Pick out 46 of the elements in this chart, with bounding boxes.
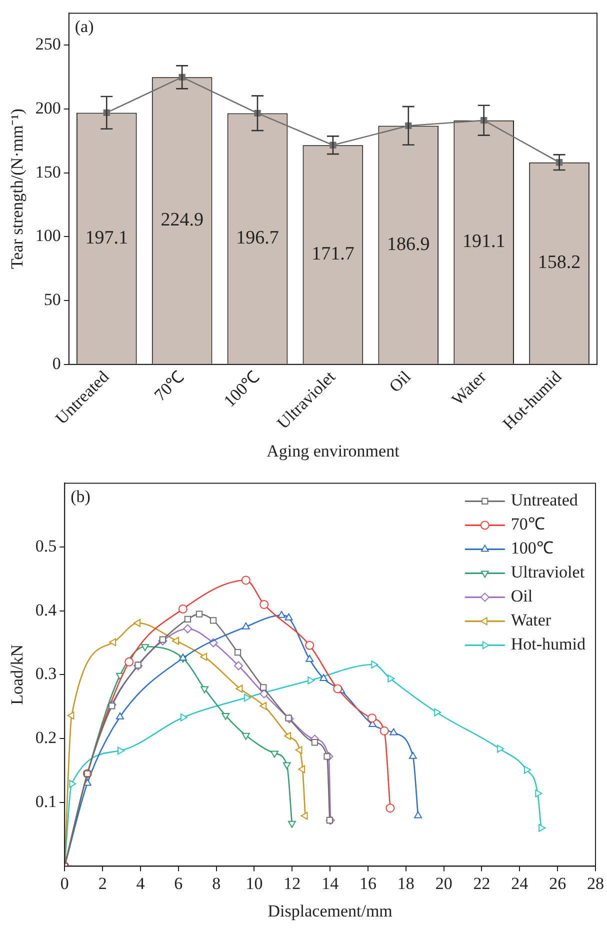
- y-tick-label: 0.1: [35, 792, 57, 811]
- data-label: 224.9: [160, 210, 204, 231]
- y-tick-label: 0: [52, 354, 61, 373]
- legend-label: Ultraviolet: [510, 562, 585, 582]
- x-axis-title: Aging environment: [266, 441, 400, 460]
- x-tick-label: 28: [587, 874, 604, 893]
- y-tick-label: 100: [35, 226, 61, 246]
- y-tick-label: 0.2: [35, 728, 57, 747]
- y-tick-label: 150: [35, 162, 61, 182]
- legend-label: Untreated: [510, 490, 578, 510]
- y-tick-label: 0.5: [35, 536, 57, 556]
- legend-label: 100℃: [510, 538, 554, 558]
- x-tick-label: Oil: [386, 367, 415, 396]
- legend-label: Oil: [510, 586, 533, 606]
- x-tick-label: 26: [549, 874, 566, 893]
- x-tick-label: 22: [473, 874, 490, 893]
- annotation: (b): [70, 487, 90, 506]
- x-tick-label: 10: [246, 874, 263, 893]
- y-tick-label: 0.3: [35, 664, 57, 684]
- x-tick-label: 2: [98, 874, 107, 893]
- x-tick-label: 4: [136, 874, 146, 893]
- y-axis-title: Load/kN: [8, 644, 27, 705]
- data-label: 186.9: [387, 234, 430, 255]
- legend-label: 70℃: [510, 514, 545, 534]
- x-tick-label: 20: [435, 874, 452, 893]
- data-label: 191.1: [462, 231, 506, 252]
- x-tick-label: 18: [397, 874, 414, 893]
- data-label: 196.7: [236, 228, 279, 249]
- y-tick-label: 0.4: [35, 600, 58, 620]
- y-tick-label: 50: [44, 290, 61, 310]
- x-tick-label: 8: [212, 874, 221, 893]
- y-axis-title: Tear strength/(N·mm⁻¹): [8, 108, 27, 270]
- y-tick-label: 200: [35, 98, 61, 118]
- data-label: 197.1: [85, 227, 128, 248]
- x-tick-label: 12: [284, 874, 301, 893]
- x-tick-label: 24: [511, 874, 529, 893]
- x-axis-title: Displacement/mm: [268, 901, 392, 920]
- legend-label: Water: [510, 610, 552, 630]
- x-tick-label: 16: [359, 874, 376, 893]
- y-tick-label: 250: [35, 34, 61, 54]
- x-tick-label: 6: [174, 874, 183, 893]
- annotation: (a): [74, 17, 94, 36]
- legend-label: Hot-humid: [510, 634, 586, 654]
- data-label: 158.2: [538, 252, 581, 274]
- data-label: 171.7: [312, 244, 354, 265]
- x-tick-label: 14: [322, 874, 340, 893]
